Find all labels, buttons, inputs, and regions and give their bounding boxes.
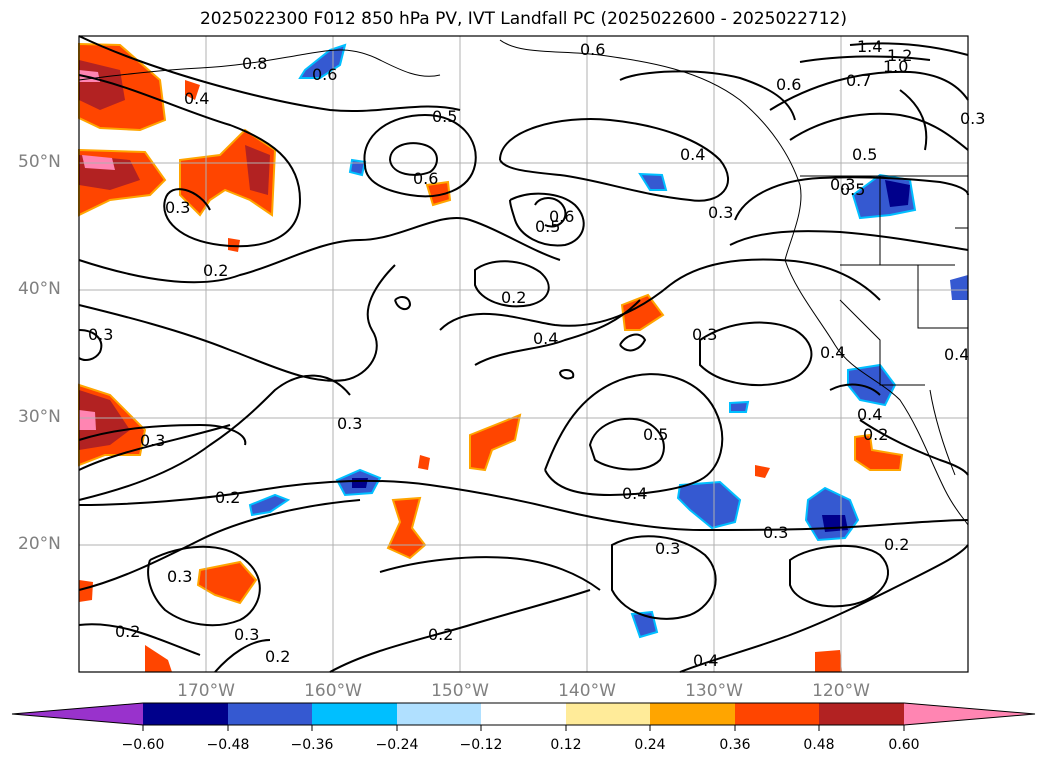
contour-label: 0.4 [944, 345, 969, 364]
contour-label: 0.6 [776, 75, 801, 94]
colorbar [11, 702, 1036, 731]
lat-label-30n: 30°N [18, 407, 61, 427]
contour-label: 0.2 [501, 288, 526, 307]
contour-label: 0.2 [884, 535, 909, 554]
contour-label: 0.2 [203, 261, 228, 280]
colorbar-tick-label: 0.24 [634, 737, 666, 753]
contour-label: 0.2 [428, 625, 453, 644]
contour-label: 0.6 [549, 207, 574, 226]
contour-label: 0.2 [265, 647, 290, 666]
map-title: 2025022300 F012 850 hPa PV, IVT Landfall… [199, 9, 847, 29]
contour-label: 0.5 [643, 425, 668, 444]
lat-label-20n: 20°N [18, 534, 61, 554]
contour-label: 0.4 [680, 145, 705, 164]
contour-label: 0.3 [165, 198, 190, 217]
contour-label: 0.4 [184, 89, 209, 108]
contour-label: 0.4 [622, 484, 647, 503]
contour-label: 0.2 [115, 622, 140, 641]
pv-contours [78, 35, 969, 673]
contour-label: 0.7 [846, 71, 871, 90]
lon-label-150w: 150°W [431, 681, 489, 701]
contour-label: 0.3 [337, 414, 362, 433]
lon-label-160w: 160°W [304, 681, 362, 701]
graticule [79, 36, 968, 672]
contour-label: 0.4 [820, 343, 845, 362]
colorbar-tick-label: −0.12 [459, 737, 503, 753]
contour-label-group: 0.8 0.4 0.6 0.3 0.2 0.5 0.6 0.5 0.6 0.2 … [88, 37, 985, 670]
colorbar-extend-min [12, 703, 143, 725]
map-frame [78, 35, 969, 673]
contour-label: 0.3 [763, 523, 788, 542]
contour-label: 1.4 [857, 37, 882, 56]
colorbar-tick-label: 0.48 [803, 737, 835, 753]
contour-label: 0.4 [857, 405, 882, 424]
colorbar-extend-max [904, 703, 1035, 725]
negative-anomaly-shading [248, 43, 968, 639]
colorbar-tick-label: 0.36 [719, 737, 751, 753]
lon-label-130w: 130°W [685, 681, 743, 701]
contour-label: 0.6 [312, 65, 337, 84]
contour-label: 0.3 [708, 203, 733, 222]
contour-label: 0.3 [655, 539, 680, 558]
contour-label: 1.2 [887, 46, 912, 65]
colorbar-tick-label: −0.36 [290, 737, 334, 753]
lat-label-50n: 50°N [18, 152, 61, 172]
contour-label: 0.3 [140, 431, 165, 450]
contour-label: 0.2 [863, 425, 888, 444]
contour-label: 0.5 [432, 107, 457, 126]
contour-label: 0.6 [580, 40, 605, 59]
contour-label: 0.4 [533, 329, 558, 348]
contour-label: 0.6 [413, 169, 438, 188]
lon-label-170w: 170°W [177, 681, 235, 701]
colorbar-tick-label: 0.60 [888, 737, 920, 753]
contour-label: 0.3 [234, 625, 259, 644]
lat-label-40n: 40°N [18, 279, 61, 299]
colorbar-tick-label: −0.24 [375, 737, 419, 753]
contour-label: 0.3 [167, 567, 192, 586]
contour-label: 0.5 [852, 145, 877, 164]
contour-label: 0.2 [215, 488, 240, 507]
contour-label: 0.5 [535, 217, 560, 236]
coastlines [78, 39, 969, 526]
contour-label: 0.4 [693, 651, 718, 670]
contour-label: 0.8 [242, 54, 267, 73]
contour-label: 0.3 [88, 325, 113, 344]
lon-label-140w: 140°W [558, 681, 616, 701]
colorbar-tick-label: 0.12 [550, 737, 582, 753]
contour-label: 0.3 [692, 325, 717, 344]
contour-label: 0.3 [960, 109, 985, 128]
contour-label: 0.5 [840, 180, 865, 199]
colorbar-tick-label: −0.60 [121, 737, 165, 753]
contour-label: 0.3 [830, 175, 855, 194]
contour-label: 1.0 [883, 57, 908, 76]
lon-label-120w: 120°W [812, 681, 870, 701]
colorbar-tick-label: −0.48 [206, 737, 250, 753]
